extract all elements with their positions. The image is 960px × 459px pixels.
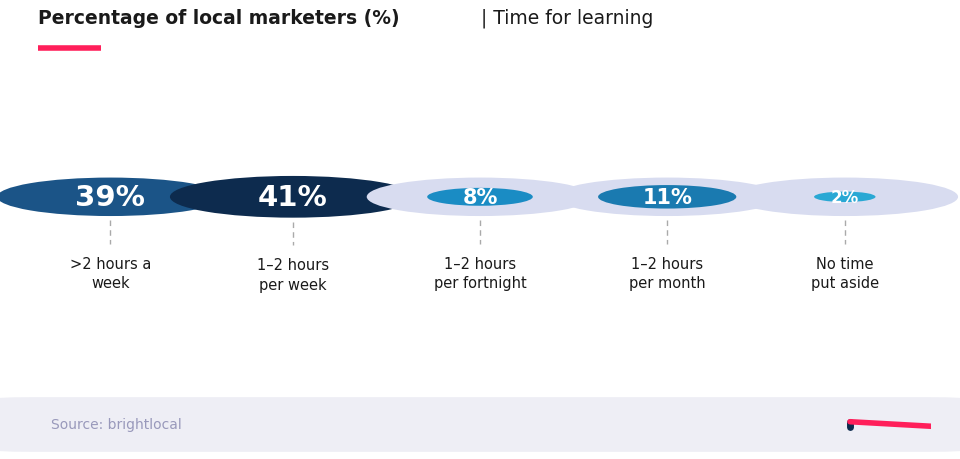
Text: 1–2 hours
per week: 1–2 hours per week: [256, 257, 329, 292]
Text: No time
put aside: No time put aside: [811, 256, 878, 291]
Ellipse shape: [367, 178, 593, 217]
Text: | Time for learning: | Time for learning: [475, 8, 654, 28]
Ellipse shape: [814, 192, 876, 202]
Ellipse shape: [598, 185, 736, 209]
Text: Percentage of local marketers (%): Percentage of local marketers (%): [38, 9, 400, 28]
Text: 11%: 11%: [642, 187, 692, 207]
Text: Source: brightlocal: Source: brightlocal: [52, 418, 182, 431]
Ellipse shape: [170, 177, 416, 218]
Text: 2%: 2%: [830, 188, 859, 207]
Ellipse shape: [427, 189, 533, 206]
Ellipse shape: [732, 178, 958, 217]
Text: 8%: 8%: [463, 187, 497, 207]
Text: 1–2 hours
per month: 1–2 hours per month: [629, 256, 706, 291]
Text: 1–2 hours
per fortnight: 1–2 hours per fortnight: [434, 256, 526, 291]
Ellipse shape: [554, 178, 780, 217]
FancyBboxPatch shape: [0, 397, 960, 452]
Text: >2 hours a
week: >2 hours a week: [70, 256, 151, 291]
Text: 39%: 39%: [76, 184, 145, 211]
Text: 41%: 41%: [258, 184, 327, 211]
Ellipse shape: [0, 178, 224, 217]
